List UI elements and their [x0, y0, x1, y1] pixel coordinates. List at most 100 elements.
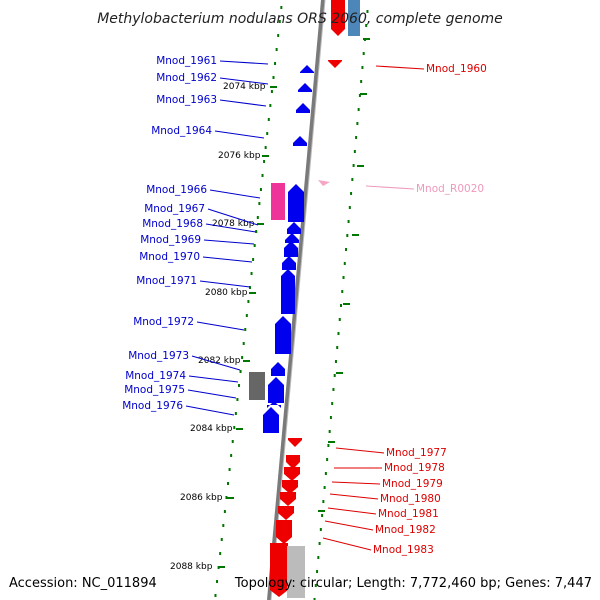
guide-dot — [261, 174, 264, 177]
guide-dot — [220, 538, 223, 541]
guide-dot — [237, 384, 240, 387]
gene-arrow — [263, 407, 279, 433]
gene-arrow — [285, 233, 299, 243]
guide-dot — [341, 290, 344, 293]
gene-label-right[interactable]: Mnod_1977 — [386, 447, 447, 459]
label-leader — [329, 493, 379, 500]
guide-dot — [241, 356, 244, 359]
gene-label-left[interactable]: Mnod_1971 — [136, 275, 197, 287]
label-leader — [185, 405, 235, 416]
gene-label-left[interactable]: Mnod_1967 — [144, 203, 205, 215]
kbp-ticks: 2074 kbp 2076 kbp 2078 kbp 2080 kbp 2082 kbp… — [170, 38, 370, 572]
guide-dot — [247, 300, 250, 303]
guide-dot — [245, 314, 248, 317]
kbp-tick-mark — [236, 428, 243, 430]
guide-dot — [242, 342, 245, 345]
guide-dot — [355, 136, 358, 139]
gene-label-left[interactable]: Mnod_1972 — [133, 316, 194, 328]
gene-label-left[interactable]: Mnod_1974 — [125, 370, 186, 382]
guide-dot — [214, 594, 217, 597]
guide-dot — [350, 192, 353, 195]
label-leader — [196, 321, 245, 331]
gene-label-right[interactable]: Mnod_1980 — [380, 493, 441, 505]
label-leader — [191, 355, 241, 371]
label-leader — [324, 520, 374, 531]
guide-dot — [318, 542, 321, 545]
guide-dot — [316, 570, 319, 573]
kbp-tick-mark — [249, 292, 256, 294]
gene-arrow — [284, 241, 298, 257]
kbp-tick-mark — [360, 93, 367, 95]
kbp-tick-mark — [257, 223, 264, 225]
guide-dot — [314, 584, 317, 587]
kbp-tick-mark — [218, 566, 225, 568]
gene-label-left[interactable]: Mnod_1963 — [156, 94, 217, 106]
rna-arrow — [318, 180, 330, 186]
kbp-tick-mark — [227, 497, 234, 499]
kbp-tick-label: 2084 kbp — [190, 424, 233, 434]
gene-label-right[interactable]: Mnod_1982 — [375, 524, 436, 536]
label-leader — [188, 375, 239, 383]
gene-label-left[interactable]: Mnod_1970 — [139, 251, 200, 263]
guide-dot — [233, 426, 236, 429]
gene-label-right[interactable]: Mnod_R0020 — [416, 183, 484, 195]
guide-dot — [329, 416, 332, 419]
rna-feature — [271, 183, 285, 220]
guide-dot — [319, 528, 322, 531]
label-leader — [331, 481, 381, 485]
gene-label-left[interactable]: Mnod_1975 — [124, 384, 185, 396]
guide-dot — [352, 164, 355, 167]
gene-label-left[interactable]: Mnod_1966 — [146, 184, 207, 196]
guide-dot — [323, 486, 326, 489]
guide-dot — [340, 304, 342, 307]
gene-label-right[interactable]: Mnod_1960 — [426, 63, 487, 75]
gene-label-left[interactable]: Mnod_1964 — [151, 125, 212, 137]
gene-label-left[interactable]: Mnod_1962 — [156, 72, 217, 84]
gene-label-right[interactable]: Mnod_1978 — [384, 462, 445, 474]
guide-dot — [277, 34, 280, 37]
gene-arrow — [296, 103, 310, 113]
guide-dot — [334, 360, 337, 363]
guide-dot — [222, 524, 225, 527]
guide-dot — [317, 556, 320, 559]
gene-label-right[interactable]: Mnod_1979 — [382, 478, 443, 490]
gene-arrow — [286, 455, 300, 469]
gene-label-right[interactable]: Mnod_1983 — [373, 544, 434, 556]
gene-label-left[interactable]: Mnod_1961 — [156, 55, 217, 67]
guide-dot — [332, 388, 335, 391]
guide-dot — [345, 248, 348, 251]
guide-dot — [347, 220, 350, 223]
guide-dot — [346, 234, 349, 237]
gene-label-right[interactable]: Mnod_1981 — [378, 508, 439, 520]
guide-dot — [366, 10, 369, 13]
guide-dot — [263, 160, 266, 163]
guide-dot — [336, 346, 339, 349]
pseudogene-block — [249, 372, 265, 400]
label-leader — [375, 65, 425, 70]
guide-dot — [270, 90, 273, 93]
gene-label-left[interactable]: Mnod_1968 — [142, 218, 203, 230]
gene-label-left[interactable]: Mnod_1976 — [122, 400, 183, 412]
guide-dot — [331, 402, 334, 405]
gene-arrow — [331, 0, 345, 36]
gene-label-left[interactable]: Mnod_1969 — [140, 234, 201, 246]
label-leader — [335, 447, 385, 454]
guide-dot — [321, 514, 324, 517]
guide-dot — [333, 374, 336, 377]
guide-dot — [227, 482, 230, 485]
guide-dot — [360, 80, 363, 83]
guide-dot — [219, 552, 222, 555]
guide-dot — [250, 272, 253, 275]
kbp-tick-mark — [343, 303, 350, 305]
gene-label-left[interactable]: Mnod_1973 — [128, 350, 189, 362]
label-leader — [219, 77, 269, 85]
gene-arrow — [288, 184, 304, 222]
genome-backbone — [267, 0, 326, 600]
guide-dot — [236, 398, 239, 401]
kbp-tick-mark — [357, 165, 364, 167]
gene-arrow — [293, 136, 307, 146]
guide-dot — [267, 118, 270, 121]
guide-dot — [239, 370, 242, 373]
gene-block — [348, 0, 360, 36]
